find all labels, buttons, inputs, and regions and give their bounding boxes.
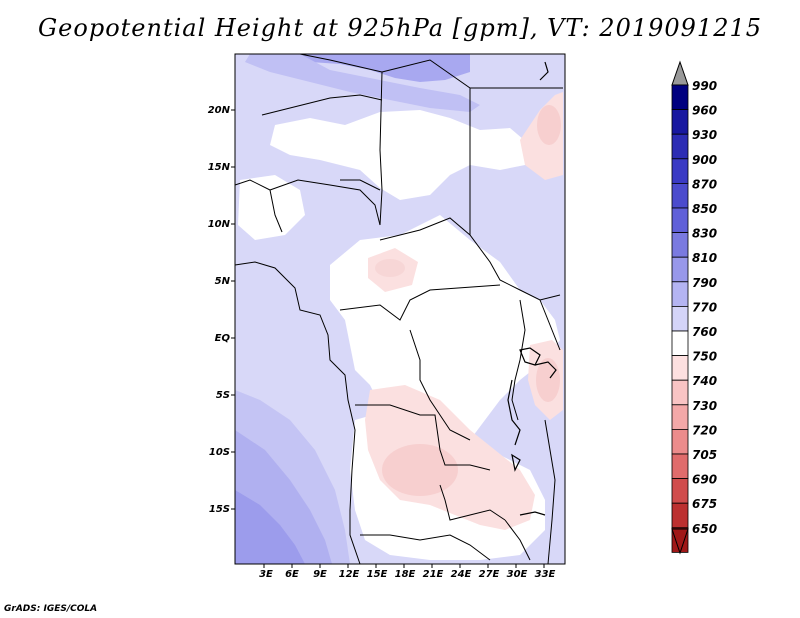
lat-label-5n: 5N: [215, 276, 231, 287]
colorbar: 990 960 930 900 870 850 830 810 790 770 760 750 740 7…: [671, 60, 717, 555]
field-pink-core-northeast: [537, 105, 561, 145]
colorbar-cell-960: [671, 109, 689, 135]
lon-label-27e: 27E: [479, 569, 500, 580]
colorbar-label-760: 760: [692, 325, 717, 339]
lat-label-10n: 10N: [208, 219, 231, 230]
colorbar-cell-760: [671, 330, 689, 357]
field-blue-north-light: [245, 54, 480, 112]
lat-label-10s: 10S: [209, 447, 230, 458]
colorbar-cell-730: [671, 404, 689, 430]
colorbar-cell-720: [671, 428, 689, 455]
colorbar-bottom-arrow: [671, 528, 689, 555]
colorbar-cell-850: [671, 207, 689, 234]
colorbar-label-750: 750: [692, 350, 717, 364]
field-white-north: [270, 110, 530, 200]
grads-credit: GrADS: IGES/COLA: [4, 604, 98, 614]
field-pink-core-east: [536, 358, 560, 402]
colorbar-label-990: 990: [692, 79, 717, 93]
colorbar-label-810: 810: [692, 251, 717, 265]
colorbar-cell-900: [671, 158, 689, 184]
lon-label-6e: 6E: [285, 569, 299, 580]
colorbar-cell-690: [671, 478, 689, 504]
colorbar-label-960: 960: [692, 104, 717, 118]
colorbar-label-690: 690: [692, 473, 717, 487]
colorbar-cell-750: [671, 355, 689, 381]
colorbar-label-850: 850: [692, 202, 717, 216]
colorbar-cell-870: [671, 182, 689, 209]
colorbar-cell-830: [671, 232, 689, 258]
lon-label-33e: 33E: [535, 569, 556, 580]
field-white-west: [238, 175, 305, 240]
lon-label-3e: 3E: [259, 569, 273, 580]
lon-label-9e: 9E: [313, 569, 327, 580]
colorbar-label-675: 675: [692, 497, 717, 511]
country-borders: [234, 53, 563, 565]
colorbar-label-650: 650: [692, 522, 717, 536]
map-panel: [235, 54, 565, 564]
colorbar-label-740: 740: [692, 374, 717, 388]
lon-label-30e: 30E: [507, 569, 528, 580]
lon-label-18e: 18E: [395, 569, 416, 580]
colorbar-top-arrow: [671, 60, 689, 86]
field-pink-core-central: [375, 259, 405, 277]
map-frame: [234, 53, 566, 565]
colorbar-cell-930: [671, 133, 689, 160]
field-blue-southwest-dark: [235, 490, 305, 564]
lat-label-eq: EQ: [215, 333, 231, 344]
colorbar-label-900: 900: [692, 153, 717, 167]
colorbar-label-830: 830: [692, 227, 717, 241]
colorbar-cell-740: [671, 379, 689, 406]
colorbar-label-770: 770: [692, 300, 717, 314]
colorbar-label-790: 790: [692, 276, 717, 290]
colorbar-label-930: 930: [692, 128, 717, 142]
colorbar-cell-705: [671, 453, 689, 480]
lakes: [507, 61, 557, 516]
lat-label-5s: 5S: [216, 390, 230, 401]
colorbar-label-870: 870: [692, 177, 717, 191]
lat-label-20n: 20N: [208, 105, 231, 116]
colorbar-label-705: 705: [692, 448, 717, 462]
lat-label-15n: 15N: [208, 162, 231, 173]
lon-label-21e: 21E: [423, 569, 444, 580]
lon-label-24e: 24E: [451, 569, 472, 580]
lat-label-15s: 15S: [209, 504, 230, 515]
colorbar-cell-675: [671, 502, 689, 529]
colorbar-cell-810: [671, 256, 689, 283]
lon-axis: 3E 6E 9E 12E 15E 18E 21E 24E 27E 30E 33E: [259, 564, 556, 580]
colorbar-cell-990: [671, 84, 689, 111]
chart-title: Geopotential Height at 925hPa [gpm], VT:…: [38, 14, 762, 42]
lat-axis: 20N 15N 10N 5N EQ 5S 10S 15S: [208, 105, 235, 515]
colorbar-cell-770: [671, 305, 689, 332]
lon-label-15e: 15E: [367, 569, 388, 580]
colorbar-cell-790: [671, 281, 689, 307]
colorbar-label-730: 730: [692, 399, 717, 413]
lon-label-12e: 12E: [339, 569, 360, 580]
field-pink-core-south: [382, 444, 458, 496]
colorbar-label-720: 720: [692, 423, 717, 437]
